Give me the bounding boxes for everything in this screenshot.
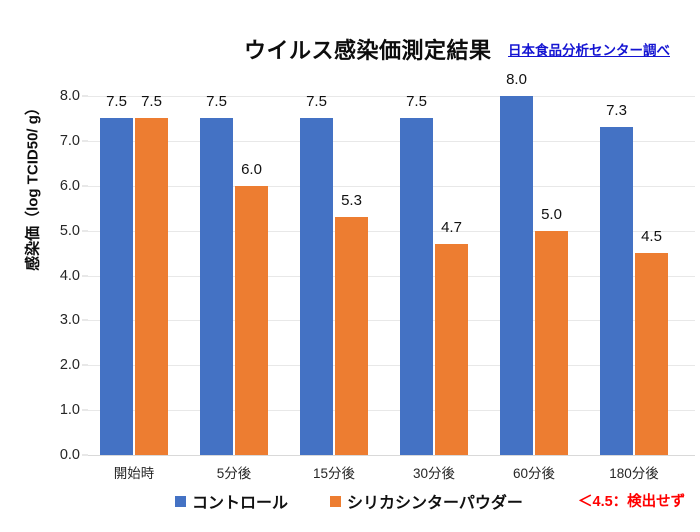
x-axis-category-label: 15分後 <box>312 466 356 481</box>
x-axis-category-label: 180分後 <box>609 466 659 481</box>
bar-value-label: 7.5 <box>106 93 127 111</box>
legend-label: コントロール <box>192 495 289 512</box>
bar-powder[interactable] <box>235 185 268 455</box>
x-axis-category-label: 5分後 <box>216 466 252 481</box>
bar-value-label: 7.5 <box>206 93 227 111</box>
y-tickmark <box>82 409 88 411</box>
bar-powder[interactable] <box>635 253 668 455</box>
y-gridline <box>88 320 695 322</box>
y-tickmark <box>82 95 88 97</box>
bar-control[interactable] <box>200 118 233 455</box>
bar-value-label: 5.0 <box>541 205 562 223</box>
y-axis-tick-label: 5.0 <box>59 222 80 239</box>
bar-control[interactable] <box>600 127 633 455</box>
bar-value-label: 7.3 <box>606 102 627 120</box>
legend-square-icon <box>330 495 341 507</box>
legend-item-control[interactable]: コントロール <box>175 489 288 513</box>
y-gridline <box>88 140 695 142</box>
source-note-link[interactable]: 日本食品分析センター調べ <box>508 43 670 58</box>
bar-value-label: 7.5 <box>406 93 427 111</box>
bar-control[interactable] <box>100 118 133 455</box>
page-title: ウイルス感染価測定結果 <box>244 38 492 63</box>
y-axis-tick-label: 2.0 <box>59 357 80 374</box>
y-gridline <box>88 96 695 97</box>
y-gridline <box>88 410 695 412</box>
y-tickmark <box>82 185 88 187</box>
y-tickmark <box>82 364 88 366</box>
x-axis-category-label: 30分後 <box>412 466 456 481</box>
y-tickmark <box>82 230 88 232</box>
chart-legend: コントロール シリカシンターパウダー <box>0 489 700 515</box>
bar-powder[interactable] <box>335 217 368 455</box>
chart-header: ウイルス感染価測定結果 日本食品分析センター調べ <box>0 33 700 67</box>
y-tickmark <box>82 319 88 321</box>
y-tickmark <box>82 140 88 142</box>
y-axis-tick-label: 3.0 <box>59 312 80 329</box>
bar-control[interactable] <box>500 96 533 455</box>
bar-powder[interactable] <box>535 230 568 455</box>
legend-item-powder[interactable]: シリカシンターパウダー <box>330 489 523 513</box>
y-gridline <box>88 185 695 187</box>
bar-control[interactable] <box>400 118 433 455</box>
y-axis-tick-label: 4.0 <box>59 267 80 284</box>
y-gridline <box>88 365 695 367</box>
y-axis-tick-label: 7.0 <box>59 132 80 149</box>
y-axis-tick-label: 0.0 <box>59 447 80 463</box>
x-axis-category-label: 開始時 <box>113 466 155 481</box>
bar-control[interactable] <box>300 118 333 455</box>
bar-value-label: 5.3 <box>341 192 362 210</box>
y-axis-tick-label: 6.0 <box>59 177 80 194</box>
y-gridline <box>88 275 695 277</box>
bar-value-label: 7.5 <box>141 93 162 111</box>
y-gridline <box>88 230 695 232</box>
plot-area <box>88 96 695 456</box>
legend-square-icon <box>175 495 186 507</box>
bar-value-label: 8.0 <box>506 71 527 88</box>
bar-powder[interactable] <box>435 244 468 455</box>
bar-value-label: 4.7 <box>441 219 462 237</box>
y-axis-tick-label: 1.0 <box>59 402 80 419</box>
x-axis-category-label: 60分後 <box>512 466 556 481</box>
bar-value-label: 7.5 <box>306 93 327 111</box>
bar-powder[interactable] <box>135 118 168 455</box>
legend-label: シリカシンターパウダー <box>347 495 523 512</box>
x-axis-line <box>88 455 695 456</box>
bar-value-label: 6.0 <box>241 160 262 178</box>
y-tickmark <box>82 275 88 276</box>
y-axis-tick-label: 8.0 <box>59 88 80 104</box>
detection-limit-annotation: ＜4.5：検出せず <box>578 494 686 510</box>
y-tickmark <box>82 454 88 456</box>
bar-value-label: 4.5 <box>641 228 662 246</box>
